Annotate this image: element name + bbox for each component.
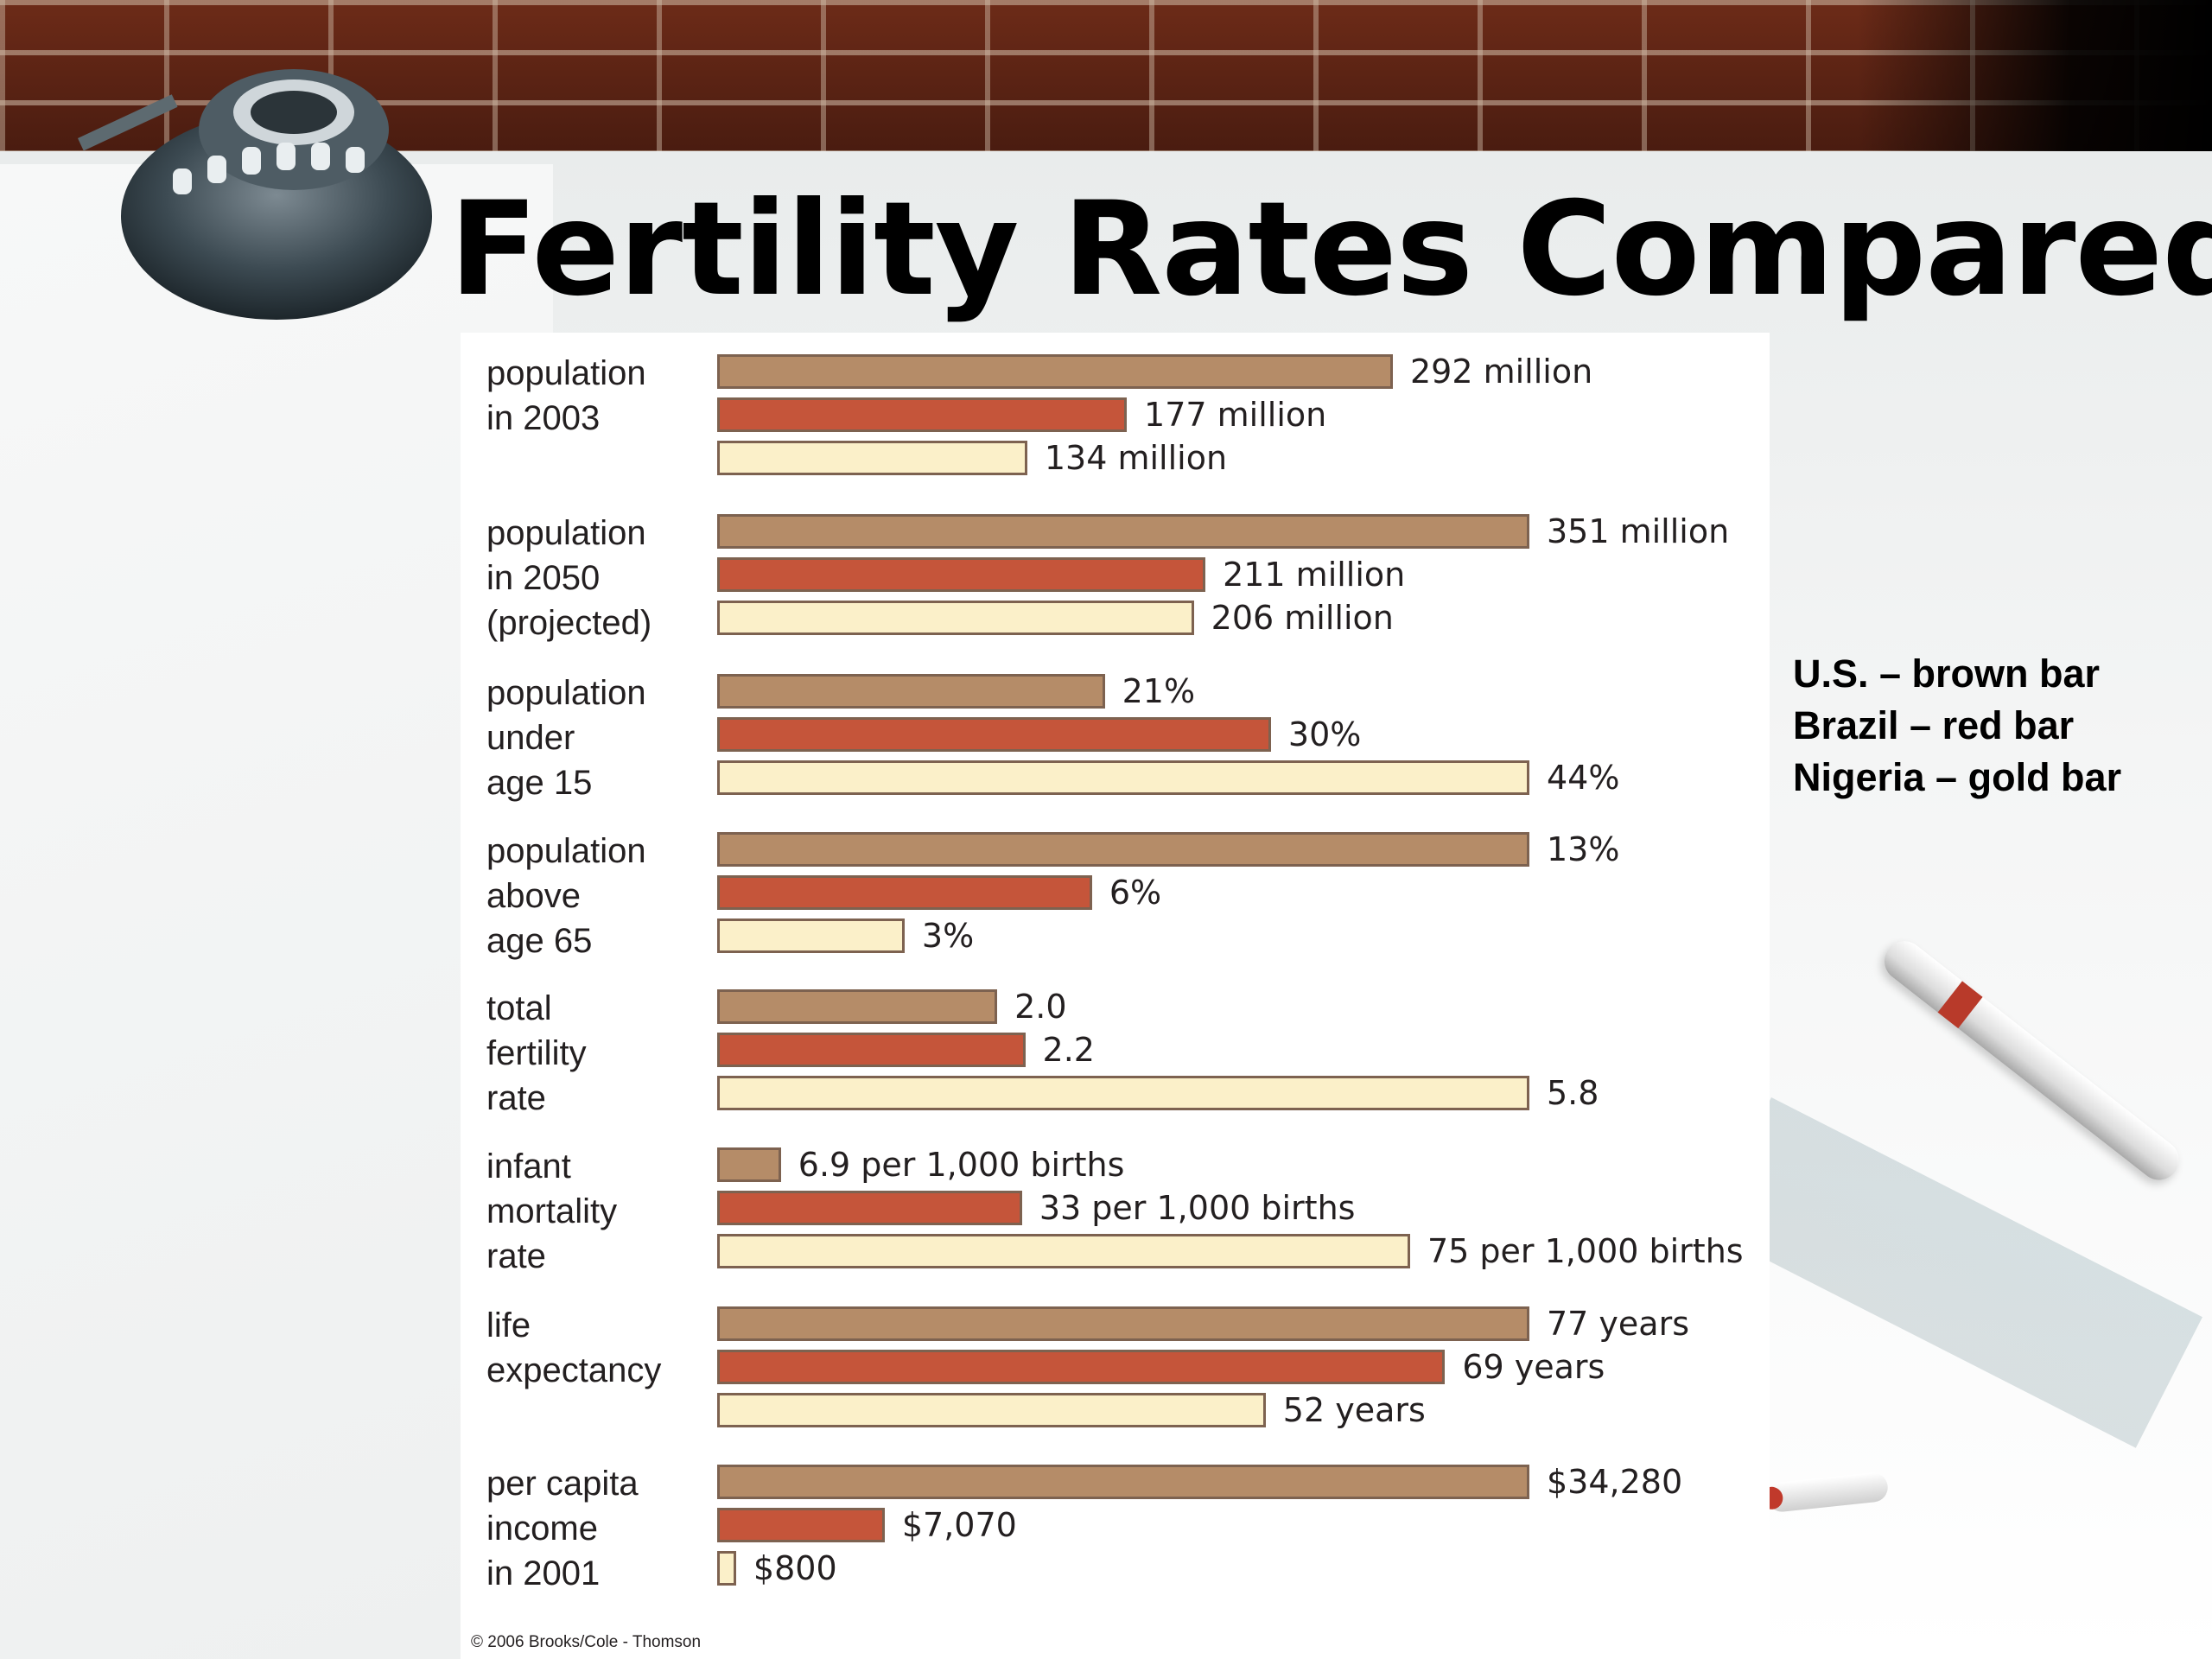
bar-brazil — [717, 717, 1271, 752]
data-label-brazil: $7,070 — [901, 1506, 1017, 1544]
legend-item-nigeria: Nigeria – gold bar — [1793, 755, 2122, 799]
copyright-notice: © 2006 Brooks/Cole - Thomson — [471, 1633, 702, 1651]
data-label-nigeria: 206 million — [1211, 599, 1394, 637]
wall-shadow — [1858, 0, 2212, 151]
category-label: per capita income in 2001 — [486, 1465, 639, 1592]
desk-lamp-icon — [78, 69, 432, 320]
data-label-us: 21% — [1122, 672, 1196, 710]
legend-item-brazil: Brazil – red bar — [1793, 703, 2075, 747]
data-label-nigeria: 134 million — [1044, 439, 1228, 477]
data-label-brazil: 2.2 — [1042, 1031, 1095, 1069]
legend: U.S. – brown bar Brazil – red bar Nigeri… — [1793, 648, 2199, 804]
bar-us — [717, 989, 998, 1024]
data-label-brazil: 69 years — [1462, 1348, 1605, 1386]
bar-us — [717, 514, 1529, 549]
data-label-nigeria: 44% — [1547, 759, 1620, 797]
data-label-brazil: 6% — [1109, 874, 1162, 912]
data-label-brazil: 33 per 1,000 births — [1039, 1189, 1356, 1227]
category-label: population above age 65 — [486, 832, 646, 960]
category-label: total fertility rate — [486, 989, 587, 1117]
data-label-us: 77 years — [1547, 1305, 1690, 1343]
bar-nigeria — [717, 441, 1027, 475]
data-label-us: 351 million — [1547, 512, 1730, 550]
bar-nigeria — [717, 1551, 736, 1586]
bar-us — [717, 674, 1105, 709]
bar-nigeria — [717, 1234, 1410, 1268]
data-label-nigeria: 75 per 1,000 births — [1427, 1232, 1744, 1270]
data-label-nigeria: $800 — [753, 1549, 837, 1587]
bar-us — [717, 1465, 1529, 1499]
bar-chart-panel: © 2006 Brooks/Cole - Thomson population … — [461, 333, 1770, 1659]
category-label: population in 2003 — [486, 354, 646, 437]
bar-brazil — [717, 397, 1128, 432]
bar-brazil — [717, 557, 1206, 592]
bar-nigeria — [717, 1076, 1529, 1110]
data-label-brazil: 211 million — [1223, 556, 1406, 594]
slide-title: Fertility Rates Compared — [449, 175, 2212, 325]
data-label-nigeria: 52 years — [1282, 1391, 1426, 1429]
data-label-us: 292 million — [1409, 353, 1593, 391]
bar-brazil — [717, 1191, 1022, 1225]
bar-us — [717, 1147, 781, 1182]
bar-nigeria — [717, 760, 1529, 795]
category-label: life expectancy — [486, 1306, 662, 1389]
data-label-nigeria: 3% — [921, 917, 975, 955]
bar-us — [717, 832, 1529, 867]
data-label-us: 13% — [1547, 830, 1620, 868]
data-label-us: 2.0 — [1014, 988, 1067, 1026]
bar-nigeria — [717, 601, 1194, 635]
category-label: infant mortality rate — [486, 1147, 618, 1275]
legend-item-us: U.S. – brown bar — [1793, 652, 2101, 696]
category-label: population in 2050 (projected) — [486, 514, 652, 642]
bar-brazil — [717, 1350, 1446, 1384]
bar-brazil — [717, 1033, 1026, 1067]
data-label-brazil: 30% — [1287, 715, 1362, 753]
data-label-us: 6.9 per 1,000 births — [798, 1146, 1125, 1184]
data-label-us: $34,280 — [1547, 1463, 1683, 1501]
bar-brazil — [717, 1508, 885, 1542]
bar-us — [717, 354, 1393, 389]
bar-us — [717, 1306, 1529, 1341]
category-label: population under age 15 — [486, 674, 646, 802]
data-label-brazil: 177 million — [1144, 396, 1327, 434]
bar-brazil — [717, 875, 1092, 910]
bar-nigeria — [717, 1393, 1266, 1427]
bar-nigeria — [717, 918, 905, 953]
data-label-nigeria: 5.8 — [1547, 1074, 1599, 1112]
